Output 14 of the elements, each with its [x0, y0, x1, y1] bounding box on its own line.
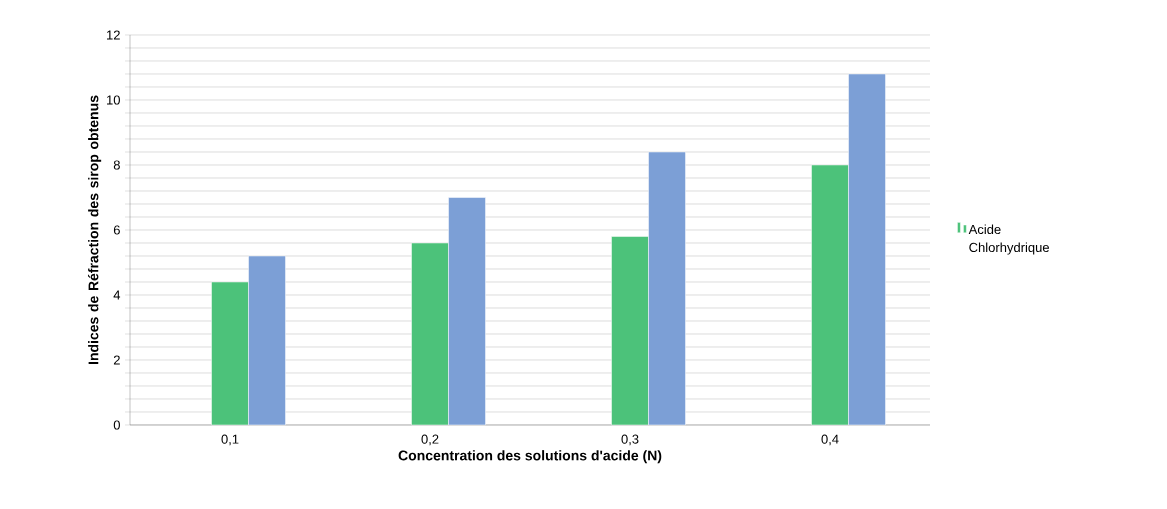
y-tick-label: 0	[113, 420, 120, 430]
x-axis-title: Concentration des solutions d'acide (N)	[398, 450, 662, 464]
y-axis-title: Indices de Réfraction des sirop obtenus	[87, 95, 102, 365]
legend-label: Acide Chlorhydrique	[968, 224, 1049, 255]
y-tick-label: 2	[113, 355, 120, 365]
y-tick-label: 10	[107, 95, 120, 105]
x-tick-label: 0,4	[821, 434, 839, 446]
y-tick-label: 12	[107, 30, 120, 40]
y-tick-label: 4	[113, 290, 121, 300]
y-tick-label: 6	[113, 225, 120, 235]
x-tick-label: 0,3	[621, 434, 639, 446]
y-tick-label: 8	[113, 160, 120, 170]
x-tick-label: 0,1	[221, 434, 239, 446]
x-tick-label: 0,2	[421, 434, 439, 446]
